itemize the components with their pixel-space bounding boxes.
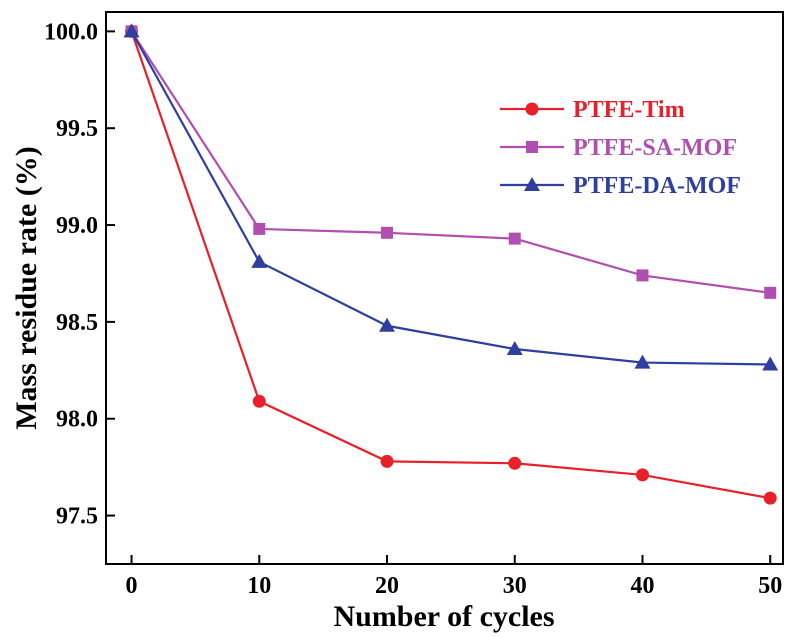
x-tick-label: 0 bbox=[126, 573, 138, 599]
x-axis-title: Number of cycles bbox=[333, 600, 554, 633]
series-ptfe-sa-mof bbox=[125, 25, 777, 299]
data-point-ptfe-tim bbox=[635, 468, 649, 482]
y-axis-title: Mass residue rate (%) bbox=[10, 146, 43, 430]
y-tick-label: 98.0 bbox=[56, 407, 98, 433]
series-line-ptfe-da-mof bbox=[130, 30, 771, 366]
data-point-ptfe-da-mof bbox=[379, 317, 396, 332]
data-point-ptfe-sa-mof bbox=[381, 226, 394, 239]
data-point-ptfe-da-mof bbox=[123, 23, 140, 38]
data-point-ptfe-da-mof bbox=[634, 354, 651, 369]
data-point-ptfe-sa-mof bbox=[636, 269, 649, 282]
legend-marker bbox=[526, 141, 538, 153]
y-tick-label: 97.5 bbox=[56, 504, 98, 530]
data-point-ptfe-sa-mof bbox=[764, 286, 777, 299]
legend-label: PTFE-Tim bbox=[573, 97, 685, 123]
data-point-ptfe-sa-mof bbox=[508, 232, 521, 245]
data-point-ptfe-da-mof bbox=[251, 253, 268, 268]
data-point-ptfe-tim bbox=[380, 454, 394, 468]
data-point-ptfe-da-mof bbox=[506, 341, 523, 356]
data-point-ptfe-da-mof bbox=[762, 356, 779, 371]
legend-entry-ptfe-tim: PTFE-Tim bbox=[500, 97, 685, 123]
data-point-ptfe-sa-mof bbox=[253, 222, 266, 235]
data-point-ptfe-tim bbox=[763, 491, 777, 505]
legend: PTFE-Tim PTFE-SA-MOF PTFE-DA-MOF bbox=[500, 97, 741, 199]
axis-ticks: 0 10 20 30 40 50 97.5 98.0 98.5 99.0 99.5 100.0 bbox=[44, 19, 782, 599]
x-tick-label: 40 bbox=[630, 573, 654, 599]
data-point-ptfe-tim bbox=[508, 456, 522, 470]
y-tick-label: 99.0 bbox=[56, 213, 98, 239]
x-tick-label: 30 bbox=[503, 573, 527, 599]
series-ptfe-da-mof bbox=[123, 23, 779, 371]
legend-entry-ptfe-sa-mof: PTFE-SA-MOF bbox=[500, 135, 737, 161]
legend-entry-ptfe-da-mof: PTFE-DA-MOF bbox=[500, 173, 741, 199]
plot-frame bbox=[105, 11, 784, 565]
y-tick-label: 98.5 bbox=[56, 310, 98, 336]
data-point-ptfe-tim bbox=[252, 394, 266, 408]
y-tick-label: 99.5 bbox=[56, 116, 98, 142]
legend-marker bbox=[525, 102, 539, 116]
legend-marker bbox=[524, 177, 540, 191]
x-tick-label: 20 bbox=[375, 573, 399, 599]
series-line-ptfe-tim bbox=[130, 31, 771, 500]
x-tick-label: 50 bbox=[758, 573, 782, 599]
x-tick-label: 10 bbox=[247, 573, 271, 599]
legend-label: PTFE-SA-MOF bbox=[573, 135, 737, 161]
series-line-ptfe-sa-mof bbox=[130, 30, 771, 294]
series-layer bbox=[123, 23, 779, 505]
legend-label: PTFE-DA-MOF bbox=[573, 173, 741, 199]
y-tick-label: 100.0 bbox=[44, 19, 98, 45]
